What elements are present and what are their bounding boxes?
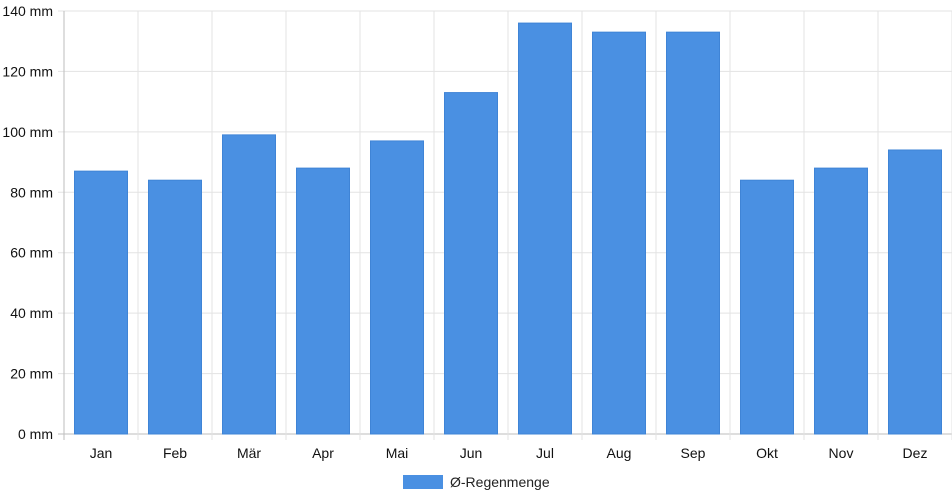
y-tick-label: 140 mm xyxy=(2,3,53,19)
y-tick-label: 60 mm xyxy=(10,245,53,261)
x-tick-label: Nov xyxy=(829,445,854,461)
bar-sep[interactable] xyxy=(666,31,720,435)
bar-nov[interactable] xyxy=(814,167,868,435)
bar-feb[interactable] xyxy=(148,179,202,435)
x-tick-label: Jun xyxy=(460,445,483,461)
y-axis: 0 mm 20 mm 40 mm 60 mm 80 mm 100 mm 120 mm 140 … xyxy=(2,3,53,442)
legend[interactable]: Ø-Regenmenge xyxy=(403,474,550,490)
bars xyxy=(74,22,942,435)
y-tick-label: 80 mm xyxy=(10,184,53,200)
x-axis: Jan Feb Mär Apr Mai Jun Jul Aug Sep Okt Nov Dez xyxy=(90,445,928,461)
x-tick-label: Apr xyxy=(312,445,334,461)
bar-jun[interactable] xyxy=(444,92,498,435)
x-tick-label: Aug xyxy=(607,445,632,461)
bar-mär[interactable] xyxy=(222,134,276,435)
y-tick-label: 0 mm xyxy=(18,426,53,442)
legend-swatch-rainfall xyxy=(403,475,443,489)
grid-lines xyxy=(58,10,952,440)
x-tick-label: Jan xyxy=(90,445,113,461)
bar-apr[interactable] xyxy=(296,167,350,435)
x-tick-label: Mai xyxy=(386,445,409,461)
bar-okt[interactable] xyxy=(740,179,794,435)
x-tick-label: Jul xyxy=(536,445,554,461)
bar-jul[interactable] xyxy=(518,22,572,435)
legend-label-rainfall: Ø-Regenmenge xyxy=(450,474,550,490)
bar-aug[interactable] xyxy=(592,31,646,435)
x-tick-label: Sep xyxy=(681,445,706,461)
bar-mai[interactable] xyxy=(370,140,424,435)
y-tick-label: 100 mm xyxy=(2,124,53,140)
x-tick-label: Dez xyxy=(903,445,928,461)
y-tick-label: 40 mm xyxy=(10,305,53,321)
x-tick-label: Okt xyxy=(756,445,778,461)
x-tick-label: Mär xyxy=(237,445,261,461)
bar-jan[interactable] xyxy=(74,170,128,435)
y-tick-label: 20 mm xyxy=(10,366,53,382)
y-tick-label: 120 mm xyxy=(2,63,53,79)
x-tick-label: Feb xyxy=(163,445,187,461)
bar-dez[interactable] xyxy=(888,149,942,435)
